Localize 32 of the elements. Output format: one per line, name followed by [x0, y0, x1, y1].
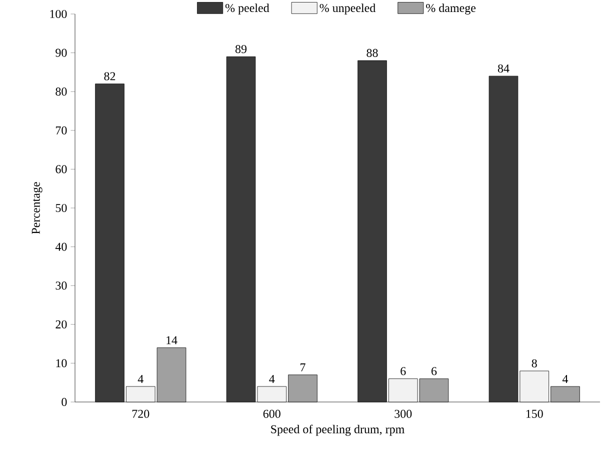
- x-tick-label: 600: [263, 410, 280, 418]
- y-tick-label: 70: [56, 126, 67, 134]
- data-label: 8: [532, 359, 537, 368]
- y-axis-title: Percentage: [32, 182, 42, 234]
- data-label: 88: [366, 48, 378, 58]
- data-label: 4: [138, 375, 144, 383]
- data-label: 89: [235, 45, 247, 54]
- legend-label: % peeled: [225, 4, 270, 14]
- y-tick-label: 90: [56, 48, 67, 57]
- y-tick-label: 30: [56, 282, 67, 290]
- data-label: 82: [104, 72, 116, 80]
- y-tick-label: 100: [50, 10, 67, 18]
- x-tick-label: 720: [132, 410, 150, 418]
- y-tick-label: 40: [55, 242, 67, 251]
- y-tick-label: 20: [56, 320, 67, 328]
- data-label: 84: [498, 64, 510, 73]
- data-label: 6: [400, 367, 406, 376]
- data-label: 14: [166, 336, 178, 344]
- y-tick-label: 60: [56, 165, 67, 174]
- data-label: 6: [432, 367, 437, 376]
- data-label: 7: [300, 363, 306, 372]
- legend-label: % unpeeled: [320, 4, 376, 14]
- y-tick-label: 50: [56, 204, 67, 212]
- x-tick-label: 150: [526, 410, 543, 418]
- y-tick-label: 0: [62, 398, 67, 406]
- x-tick-label: 300: [394, 410, 412, 418]
- data-label: 4: [562, 375, 568, 383]
- x-axis-title: Speed of peeling drum, rpm: [271, 424, 404, 436]
- data-label: 4: [269, 375, 275, 383]
- y-tick-label: 80: [56, 88, 67, 96]
- legend-label: % damege: [426, 4, 476, 15]
- y-tick-label: 10: [56, 359, 67, 368]
